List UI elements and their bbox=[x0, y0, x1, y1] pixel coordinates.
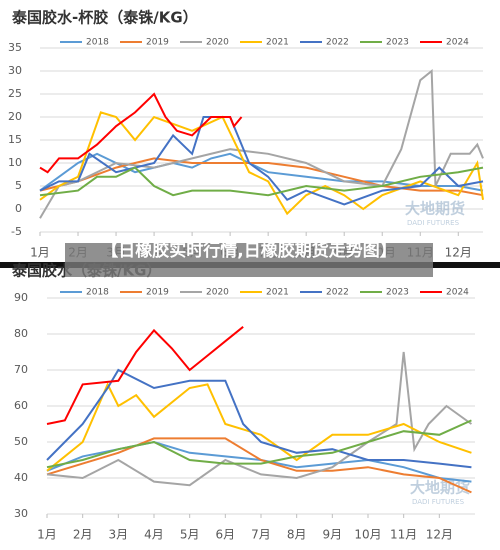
watermark: 大地期货 bbox=[410, 479, 470, 497]
series-line bbox=[46, 382, 472, 472]
legend-label: 2023 bbox=[386, 288, 409, 298]
series-line bbox=[39, 111, 484, 216]
series-line bbox=[39, 92, 243, 174]
overlay-banner: 【日橡胶实时行情,日橡胶期货走势图】 bbox=[65, 243, 433, 277]
x-tick-label: 1月 bbox=[30, 246, 50, 260]
x-tick-label: 5月 bbox=[180, 528, 200, 542]
series-line bbox=[39, 116, 484, 206]
x-tick-label: 2月 bbox=[73, 528, 93, 542]
watermark-sub: DADI FUTURES bbox=[412, 498, 465, 506]
x-tick-label: 4月 bbox=[144, 528, 164, 542]
x-tick-label: 6月 bbox=[216, 528, 236, 542]
banner-text: 【日橡胶实时行情,日橡胶期货走势图】 bbox=[101, 241, 397, 261]
series-line bbox=[39, 152, 484, 192]
series-line bbox=[39, 157, 484, 197]
y-tick-label: 50 bbox=[14, 435, 28, 448]
x-tick-label: 1月 bbox=[37, 528, 57, 542]
legend-label: 2022 bbox=[326, 288, 349, 298]
watermark-sub: DADI FUTURES bbox=[407, 219, 460, 227]
watermark: 大地期货 bbox=[405, 200, 465, 218]
y-tick-label: 80 bbox=[14, 327, 28, 340]
x-tick-label: 11月 bbox=[390, 528, 417, 542]
series-line bbox=[46, 419, 472, 469]
legend-label: 2019 bbox=[146, 38, 169, 48]
y-tick-label: 90 bbox=[14, 291, 28, 304]
y-tick-label: 15 bbox=[8, 133, 22, 146]
series-line bbox=[39, 68, 484, 219]
y-tick-label: 40 bbox=[14, 471, 28, 484]
legend-label: 2024 bbox=[446, 288, 469, 298]
legend-label: 2021 bbox=[266, 38, 289, 48]
x-tick-label: 8月 bbox=[287, 528, 307, 542]
x-tick-label: 9月 bbox=[323, 528, 343, 542]
x-tick-label: 7月 bbox=[251, 528, 271, 542]
y-tick-label: 5 bbox=[15, 179, 22, 192]
y-tick-label: -5 bbox=[11, 225, 22, 238]
legend-label: 2021 bbox=[266, 288, 289, 298]
y-tick-label: 0 bbox=[15, 202, 22, 215]
legend-label: 2020 bbox=[206, 38, 229, 48]
chart-title: 泰国胶水-杯胶（泰铢/KG） bbox=[11, 9, 198, 27]
legend-label: 2022 bbox=[326, 38, 349, 48]
y-tick-label: 10 bbox=[8, 156, 22, 169]
y-tick-label: 70 bbox=[14, 363, 28, 376]
x-tick-label: 10月 bbox=[354, 528, 381, 542]
series-line bbox=[46, 437, 472, 494]
series-line bbox=[46, 351, 473, 487]
y-tick-label: 30 bbox=[14, 507, 28, 520]
series-line bbox=[46, 326, 244, 425]
legend-label: 2020 bbox=[206, 288, 229, 298]
y-tick-label: 25 bbox=[8, 87, 22, 100]
legend-label: 2023 bbox=[386, 38, 409, 48]
y-tick-label: 30 bbox=[8, 64, 22, 77]
y-tick-label: 35 bbox=[8, 41, 22, 54]
x-tick-label: 12月 bbox=[426, 528, 453, 542]
y-tick-label: 60 bbox=[14, 399, 28, 412]
series-line bbox=[39, 166, 484, 197]
legend-label: 2018 bbox=[86, 288, 109, 298]
legend-label: 2019 bbox=[146, 288, 169, 298]
y-tick-label: 20 bbox=[8, 110, 22, 123]
legend-label: 2024 bbox=[446, 38, 469, 48]
x-tick-label: 12月 bbox=[445, 246, 472, 260]
x-tick-label: 3月 bbox=[109, 528, 129, 542]
legend-label: 2018 bbox=[86, 38, 109, 48]
